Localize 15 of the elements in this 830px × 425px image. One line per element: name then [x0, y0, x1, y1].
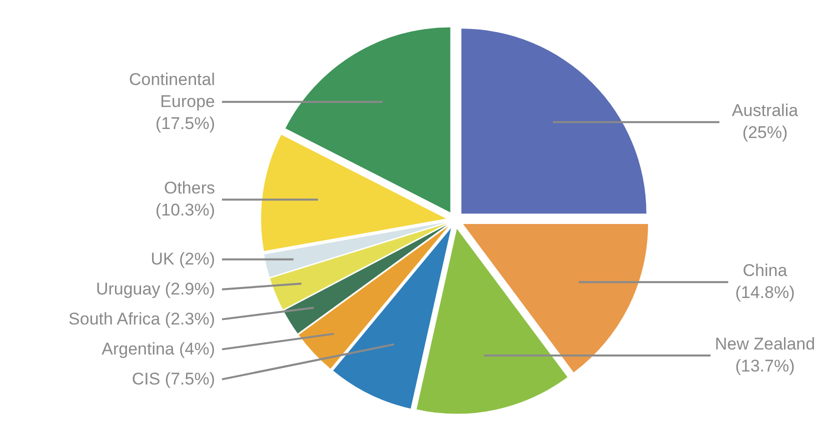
slice-label: Australia: [732, 101, 799, 120]
slice-label: Uruguay (2.9%): [96, 279, 215, 298]
slice-label: China: [742, 261, 788, 280]
data-label: (13.7%): [735, 356, 795, 376]
data-label: (25%): [742, 123, 788, 142]
slice-label: Continental Europe: [128, 70, 215, 111]
data-label: (10.3%): [155, 200, 215, 220]
slice-label: Others: [164, 178, 215, 198]
slice-label: South Africa (2.3%): [68, 309, 215, 328]
slice-label: CIS (7.5%): [132, 369, 215, 388]
slice-label: UK (2%): [150, 249, 215, 268]
slice-label: Argentina (4%): [102, 339, 215, 358]
slice-label: New Zealand: [714, 334, 816, 354]
data-label: (17.5%): [155, 114, 215, 133]
data-label: (14.8%): [735, 283, 795, 302]
